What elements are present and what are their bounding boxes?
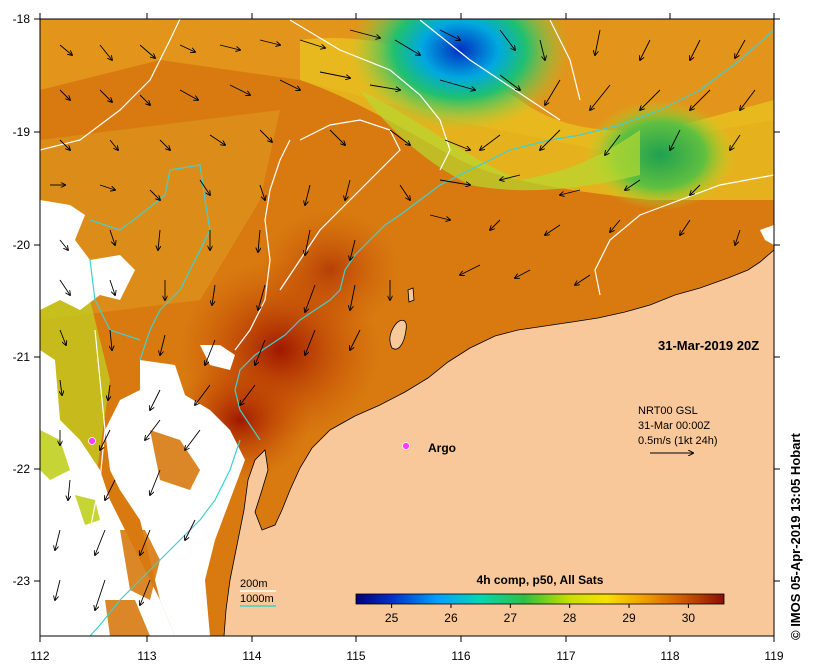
lat-tick-label: -19 [13, 125, 31, 139]
map-datetime: 31-Mar-2019 20Z [658, 338, 759, 353]
colorbar-tick-label: 30 [682, 611, 696, 625]
lat-tick-label: -18 [13, 12, 31, 26]
lon-tick-label: 115 [346, 649, 365, 663]
isobath-200m [40, 19, 774, 636]
map-plot-area [40, 19, 774, 636]
colorbar-tick-label: 28 [563, 611, 577, 625]
currents-source: NRT00 GSL [638, 405, 698, 417]
colorbar-gradient [355, 593, 725, 605]
tick-marks [34, 13, 780, 642]
lat-tick-labels: -18 -19 -20 -21 -22 -23 [13, 12, 31, 588]
lat-tick-label: -22 [13, 462, 31, 476]
current-vectors [50, 29, 756, 610]
argo-label: Argo [428, 441, 456, 455]
colorbar-title: 4h comp, p50, All Sats [477, 573, 604, 587]
colorbar-tick-label: 25 [385, 611, 399, 625]
currents-legend: NRT00 GSL 31-Mar 00:00Z 0.5m/s (1kt 24h) [638, 405, 717, 453]
map-frame [39, 18, 775, 637]
currents-scale-label: 0.5m/s (1kt 24h) [638, 435, 717, 447]
lon-tick-label: 117 [556, 649, 575, 663]
isobath-1000m-label: 1000m [240, 593, 274, 605]
credit-text: © IMOS 05-Apr-2019 13:05 Hobart [788, 433, 803, 640]
green-eddy [585, 100, 735, 210]
isobath-legend: 200m 1000m [240, 578, 276, 607]
lat-tick-label: -20 [13, 238, 31, 252]
colorbar: 4h comp, p50, All Sats 25 26 27 28 29 30 [355, 573, 725, 625]
land-mass [223, 249, 774, 636]
argo-float-marker [88, 437, 96, 445]
lon-tick-label: 112 [30, 649, 49, 663]
lon-tick-labels: 112 113 114 115 116 117 118 119 [30, 649, 783, 663]
colorbar-tick-label: 27 [504, 611, 518, 625]
argo-markers: Argo [88, 437, 456, 455]
argo-float-marker [402, 442, 410, 450]
lon-tick-label: 118 [660, 649, 679, 663]
currents-date: 31-Mar 00:00Z [638, 420, 710, 432]
lat-tick-label: -23 [13, 574, 31, 588]
lon-tick-label: 116 [451, 649, 470, 663]
lon-tick-label: 119 [764, 649, 783, 663]
isobath-1000m [89, 29, 774, 636]
isobath-200m-label: 200m [240, 578, 268, 590]
island [389, 319, 407, 350]
colorbar-tick-label: 26 [444, 611, 458, 625]
lat-tick-label: -21 [13, 350, 31, 364]
lon-tick-label: 113 [137, 649, 156, 663]
lon-tick-label: 114 [242, 649, 261, 663]
colorbar-tick-label: 29 [622, 611, 636, 625]
